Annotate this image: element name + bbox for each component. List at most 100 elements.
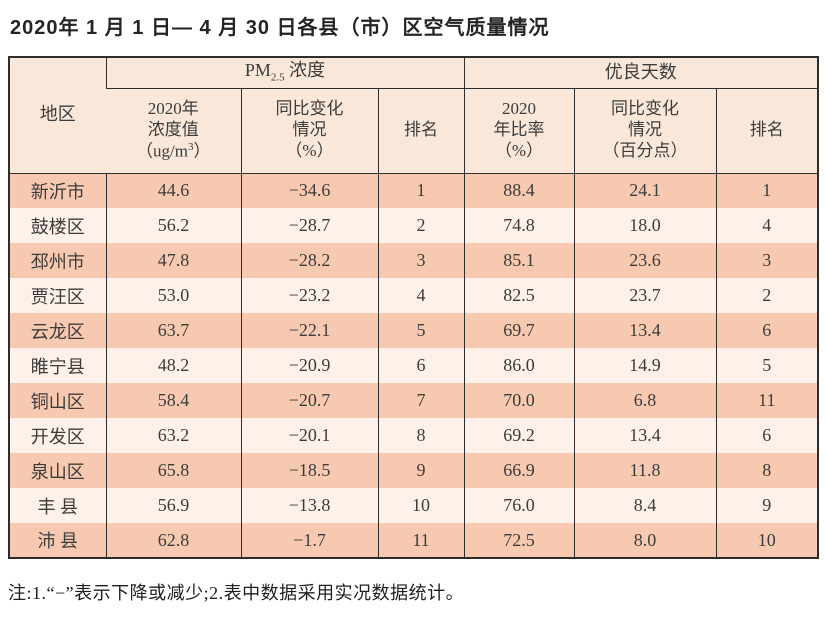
days-change-cell: 13.4: [573, 313, 717, 348]
days-change-cell: 23.7: [573, 278, 717, 313]
days-rate-line2: 年比率: [493, 120, 545, 140]
days-change-cell: 8.0: [573, 523, 717, 558]
pm-rank-cell: 4: [377, 278, 465, 313]
days-rate-line1: 2020: [502, 99, 537, 119]
table-body: 新沂市 44.6 −34.6 1 88.4 24.1 1 鼓楼区 56.2 −2…: [9, 173, 819, 558]
column-header-days-rate: 2020 年比率 （%）: [463, 88, 575, 174]
days-rank-cell: 6: [715, 418, 819, 453]
pm-value-cell: 56.2: [105, 208, 241, 243]
header-sub-row: 2020年 浓度值 （ug/m3） 同比变化 情况 （%） 排名 2020 年比…: [9, 88, 819, 174]
days-rate-cell: 82.5: [463, 278, 575, 313]
days-rank-cell: 3: [715, 243, 819, 278]
header-group-row: 地区 PM2.5 浓度 优良天数: [9, 57, 819, 174]
column-header-pm-value: 2020年 浓度值 （ug/m3）: [106, 88, 241, 174]
days-change-cell: 6.8: [573, 383, 717, 418]
column-header-pm-rank: 排名: [377, 88, 465, 174]
pm-rank-cell: 7: [377, 383, 465, 418]
days-rank-cell: 6: [715, 313, 819, 348]
pm-value-cell: 65.8: [105, 453, 241, 488]
page-title: 2020年 1 月 1 日— 4 月 30 日各县（市）区空气质量情况: [10, 17, 550, 39]
pm-change-cell: −28.7: [240, 208, 378, 243]
region-cell: 新沂市: [30, 181, 85, 202]
pm-rank-cell: 10: [377, 488, 465, 523]
table-row: 鼓楼区 56.2 −28.7 2 74.8 18.0 4: [9, 208, 819, 243]
days-rate-cell: 74.8: [463, 208, 575, 243]
table-row: 开发区 63.2 −20.1 8 69.2 13.4 6: [9, 418, 819, 453]
days-rate-cell: 76.0: [463, 488, 575, 523]
air-quality-table: 地区 PM2.5 浓度 优良天数 2020年 浓度值 （ug/m3） 同比变化 …: [8, 56, 820, 559]
region-cell: 沛 县: [37, 531, 79, 551]
pm-change-cell: −34.6: [240, 173, 378, 208]
days-change-cell: 18.0: [573, 208, 717, 243]
pm-value-unit: （ug/m3）: [106, 141, 241, 162]
pm-rank-cell: 3: [377, 243, 465, 278]
days-change-line1: 同比变化: [611, 99, 680, 119]
pm-change-cell: −20.9: [240, 348, 378, 383]
pm-value-cell: 62.8: [105, 523, 241, 558]
region-cell: 鼓楼区: [30, 216, 85, 237]
days-rank-cell: 5: [715, 348, 819, 383]
region-cell: 睢宁县: [30, 356, 85, 377]
pm-value-cell: 48.2: [105, 348, 241, 383]
pm-value-cell: 58.4: [105, 383, 241, 418]
pm-change-cell: −20.7: [240, 383, 378, 418]
pm-rank-cell: 1: [377, 173, 465, 208]
days-rate-cell: 70.0: [463, 383, 575, 418]
days-rate-cell: 66.9: [463, 453, 575, 488]
column-header-days-rank: 排名: [715, 88, 819, 174]
pm-value-unit-suffix: ）: [193, 141, 211, 161]
region-cell: 开发区: [30, 426, 85, 447]
column-group-pm25: PM2.5 浓度: [105, 57, 465, 89]
region-cell: 铜山区: [30, 391, 85, 412]
pm-value-cell: 63.2: [105, 418, 241, 453]
table-row: 沛 县 62.8 −1.7 11 72.5 8.0 10: [9, 523, 819, 558]
days-rank-cell: 8: [715, 453, 819, 488]
region-cell: 云龙区: [30, 321, 85, 342]
days-rank-cell: 2: [715, 278, 819, 313]
pm-value-cell: 44.6: [105, 173, 241, 208]
region-cell: 贾汪区: [30, 286, 85, 307]
days-change-cell: 11.8: [573, 453, 717, 488]
pm-value-line2: 浓度值: [147, 119, 199, 139]
days-rank-cell: 4: [715, 208, 819, 243]
column-header-pm-change: 同比变化 情况 （%）: [240, 88, 378, 174]
pm-change-cell: −18.5: [240, 453, 378, 488]
days-rate-cell: 85.1: [463, 243, 575, 278]
column-header-days-change: 同比变化 情况 （百分点）: [573, 88, 717, 174]
table-row: 贾汪区 53.0 −23.2 4 82.5 23.7 2: [9, 278, 819, 313]
pm-value-cell: 53.0: [105, 278, 241, 313]
pm-value-line1: 2020年: [147, 99, 199, 119]
days-rank-cell: 9: [715, 488, 819, 523]
pm-rank-cell: 11: [377, 523, 465, 558]
table-row: 邳州市 47.8 −28.2 3 85.1 23.6 3: [9, 243, 819, 278]
table-row: 泉山区 65.8 −18.5 9 66.9 11.8 8: [9, 453, 819, 488]
days-rate-cell: 88.4: [463, 173, 575, 208]
pm-value-cell: 56.9: [105, 488, 241, 523]
pm-rank-cell: 8: [377, 418, 465, 453]
pm-value-cell: 63.7: [105, 313, 241, 348]
footnote: 注:1.“−”表示下降或减少;2.表中数据采用实况数据统计。: [8, 583, 465, 603]
days-rank-cell: 1: [715, 173, 819, 208]
pm25-label-subscript: 2.5: [270, 71, 285, 84]
days-rate-cell: 69.2: [463, 418, 575, 453]
pm25-label-suffix: 浓度: [284, 60, 326, 81]
column-header-region: 地区: [9, 57, 106, 174]
pm-rank-cell: 6: [377, 348, 465, 383]
pm-change-line3: （%）: [285, 140, 334, 160]
table-row: 睢宁县 48.2 −20.9 6 86.0 14.9 5: [9, 348, 819, 383]
region-cell: 邳州市: [30, 251, 85, 272]
pm-change-cell: −23.2: [240, 278, 378, 313]
table-row: 铜山区 58.4 −20.7 7 70.0 6.8 11: [9, 383, 819, 418]
days-change-line3: （百分点）: [602, 140, 688, 160]
pm-change-cell: −13.8: [240, 488, 378, 523]
table-header: 地区 PM2.5 浓度 优良天数 2020年 浓度值 （ug/m3） 同比变化 …: [9, 57, 819, 174]
days-rate-cell: 72.5: [463, 523, 575, 558]
table-row: 丰 县 56.9 −13.8 10 76.0 8.4 9: [9, 488, 819, 523]
column-group-good-days: 优良天数: [463, 57, 819, 89]
region-cell: 丰 县: [37, 496, 79, 517]
pm-change-cell: −22.1: [240, 313, 378, 348]
days-change-cell: 24.1: [573, 173, 717, 208]
pm-change-cell: −28.2: [240, 243, 378, 278]
pm-change-line1: 同比变化: [275, 99, 344, 119]
days-change-cell: 13.4: [573, 418, 717, 453]
